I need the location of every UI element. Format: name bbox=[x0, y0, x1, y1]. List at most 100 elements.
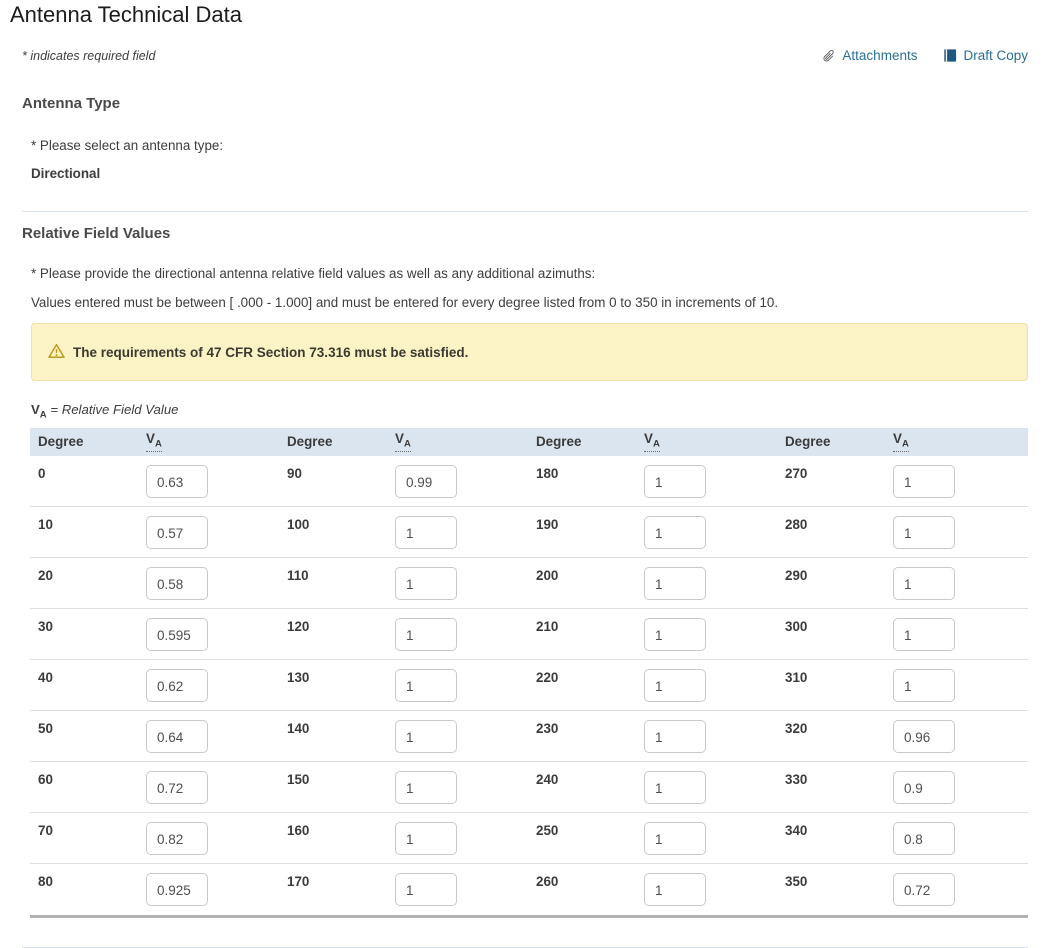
va-input-230[interactable] bbox=[644, 720, 706, 753]
va-input-cell bbox=[893, 762, 1034, 812]
degree-label: 110 bbox=[287, 558, 395, 608]
relative-field-prompt: * Please provide the directional antenna… bbox=[31, 266, 1053, 281]
va-input-170[interactable] bbox=[395, 873, 457, 906]
va-input-cell bbox=[644, 507, 785, 557]
degree-label: 30 bbox=[38, 609, 146, 659]
va-input-cell bbox=[644, 660, 785, 710]
va-input-160[interactable] bbox=[395, 822, 457, 855]
va-input-80[interactable] bbox=[146, 873, 208, 906]
va-input-10[interactable] bbox=[146, 516, 208, 549]
col-header-va[interactable]: VA bbox=[893, 431, 909, 452]
table-row: 60150240330 bbox=[30, 762, 1028, 813]
va-input-20[interactable] bbox=[146, 567, 208, 600]
va-input-270[interactable] bbox=[893, 465, 955, 498]
va-input-cell bbox=[146, 660, 287, 710]
degree-label: 180 bbox=[536, 456, 644, 506]
degree-label: 280 bbox=[785, 507, 893, 557]
degree-label: 90 bbox=[287, 456, 395, 506]
va-input-110[interactable] bbox=[395, 567, 457, 600]
degree-label: 40 bbox=[38, 660, 146, 710]
va-input-220[interactable] bbox=[644, 669, 706, 702]
va-input-100[interactable] bbox=[395, 516, 457, 549]
va-input-50[interactable] bbox=[146, 720, 208, 753]
degree-label: 260 bbox=[536, 864, 644, 915]
degree-label: 300 bbox=[785, 609, 893, 659]
degree-label: 350 bbox=[785, 864, 893, 915]
va-input-130[interactable] bbox=[395, 669, 457, 702]
page-title: Antenna Technical Data bbox=[10, 2, 1053, 28]
col-header-va[interactable]: VA bbox=[146, 431, 162, 452]
relative-field-table: Degree VA Degree VA Degree VA Degree VA … bbox=[30, 428, 1028, 918]
table-row: 090180270 bbox=[30, 456, 1028, 507]
cfr-warning-text: The requirements of 47 CFR Section 73.31… bbox=[73, 345, 468, 360]
bottom-divider bbox=[22, 947, 1028, 948]
va-input-120[interactable] bbox=[395, 618, 457, 651]
va-input-240[interactable] bbox=[644, 771, 706, 804]
degree-label: 210 bbox=[536, 609, 644, 659]
table-row: 70160250340 bbox=[30, 813, 1028, 864]
attachments-link[interactable]: Attachments bbox=[822, 48, 917, 63]
table-row: 20110200290 bbox=[30, 558, 1028, 609]
va-input-cell bbox=[644, 864, 785, 915]
va-input-cell bbox=[395, 660, 536, 710]
va-input-cell bbox=[146, 558, 287, 608]
va-input-310[interactable] bbox=[893, 669, 955, 702]
va-input-0[interactable] bbox=[146, 465, 208, 498]
va-input-150[interactable] bbox=[395, 771, 457, 804]
col-header-degree: Degree bbox=[287, 434, 395, 449]
table-row: 10100190280 bbox=[30, 507, 1028, 558]
va-input-90[interactable] bbox=[395, 465, 457, 498]
va-input-280[interactable] bbox=[893, 516, 955, 549]
va-input-210[interactable] bbox=[644, 618, 706, 651]
va-input-cell bbox=[893, 456, 1034, 506]
degree-label: 230 bbox=[536, 711, 644, 761]
va-input-200[interactable] bbox=[644, 567, 706, 600]
col-header-degree: Degree bbox=[785, 434, 893, 449]
draft-copy-label: Draft Copy bbox=[963, 48, 1028, 63]
va-input-300[interactable] bbox=[893, 618, 955, 651]
va-input-cell bbox=[893, 711, 1034, 761]
va-input-190[interactable] bbox=[644, 516, 706, 549]
degree-label: 150 bbox=[287, 762, 395, 812]
va-input-cell bbox=[395, 762, 536, 812]
degree-label: 310 bbox=[785, 660, 893, 710]
va-input-cell bbox=[395, 813, 536, 863]
va-input-70[interactable] bbox=[146, 822, 208, 855]
degree-label: 80 bbox=[38, 864, 146, 915]
va-input-350[interactable] bbox=[893, 873, 955, 906]
va-input-cell bbox=[893, 558, 1034, 608]
degree-label: 160 bbox=[287, 813, 395, 863]
col-header-va[interactable]: VA bbox=[644, 431, 660, 452]
warning-triangle-icon bbox=[48, 343, 65, 362]
draft-copy-link[interactable]: Draft Copy bbox=[943, 48, 1028, 63]
va-input-30[interactable] bbox=[146, 618, 208, 651]
va-input-cell bbox=[893, 813, 1034, 863]
va-input-cell bbox=[644, 813, 785, 863]
table-row: 50140230320 bbox=[30, 711, 1028, 762]
va-input-140[interactable] bbox=[395, 720, 457, 753]
va-input-60[interactable] bbox=[146, 771, 208, 804]
va-input-cell bbox=[893, 864, 1034, 915]
va-input-290[interactable] bbox=[893, 567, 955, 600]
required-field-note: * indicates required field bbox=[22, 49, 155, 63]
table-row: 40130220310 bbox=[30, 660, 1028, 711]
degree-label: 130 bbox=[287, 660, 395, 710]
va-input-330[interactable] bbox=[893, 771, 955, 804]
degree-label: 0 bbox=[38, 456, 146, 506]
va-input-260[interactable] bbox=[644, 873, 706, 906]
va-input-40[interactable] bbox=[146, 669, 208, 702]
degree-label: 60 bbox=[38, 762, 146, 812]
va-input-cell bbox=[395, 864, 536, 915]
va-input-340[interactable] bbox=[893, 822, 955, 855]
degree-label: 50 bbox=[38, 711, 146, 761]
degree-label: 70 bbox=[38, 813, 146, 863]
meta-row: * indicates required field Attachments D… bbox=[22, 48, 1028, 63]
va-input-320[interactable] bbox=[893, 720, 955, 753]
cfr-warning-banner: The requirements of 47 CFR Section 73.31… bbox=[31, 323, 1028, 381]
col-header-va[interactable]: VA bbox=[395, 431, 411, 452]
degree-label: 170 bbox=[287, 864, 395, 915]
degree-label: 250 bbox=[536, 813, 644, 863]
va-input-cell bbox=[644, 609, 785, 659]
va-input-250[interactable] bbox=[644, 822, 706, 855]
va-input-180[interactable] bbox=[644, 465, 706, 498]
